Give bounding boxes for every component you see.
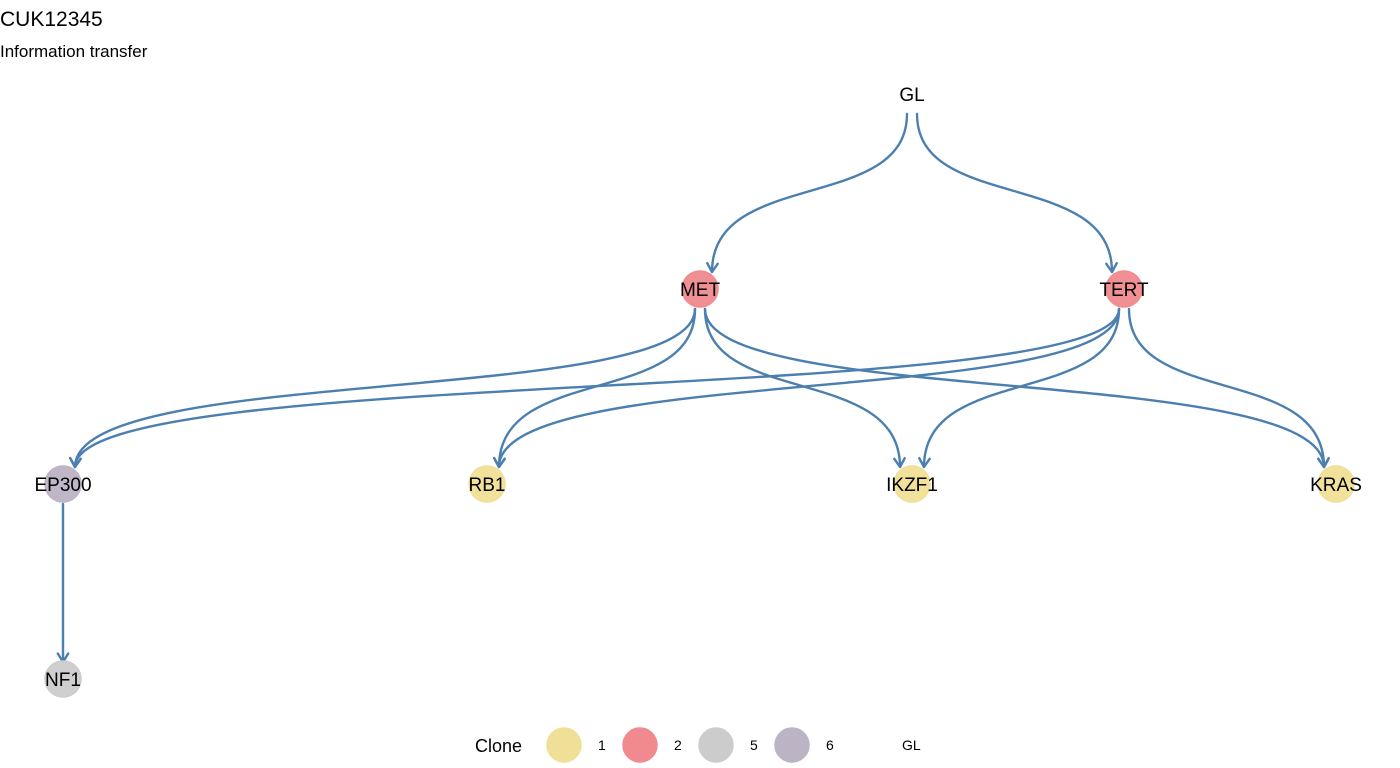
node-circle	[44, 465, 82, 503]
edge-met-ikzf1	[703, 307, 902, 469]
edge-gl-tert-arrowhead	[1105, 261, 1118, 274]
node-label: GL	[899, 85, 924, 106]
edge-met-kras	[703, 307, 1326, 469]
legend-item-gl: GL	[902, 737, 921, 753]
legend-label: GL	[902, 737, 921, 753]
node-label: EP300	[34, 475, 91, 496]
node-ep300: EP300	[34, 465, 92, 503]
legend-item-1: 1	[546, 727, 606, 763]
legend-item-2: 2	[622, 727, 682, 763]
node-circle	[1105, 270, 1143, 308]
node-ikzf1: IKZF1	[886, 465, 938, 503]
edge-gl-tert	[915, 112, 1114, 274]
edge-tert-ep300-arrowhead	[69, 456, 82, 469]
node-label: MET	[680, 280, 721, 301]
node-circle	[893, 465, 931, 503]
legend-label: 6	[826, 737, 834, 753]
node-nf1: NF1	[44, 660, 82, 698]
legend-item-5: 5	[698, 727, 758, 763]
legend-title: Clone	[475, 736, 522, 756]
node-label: RB1	[469, 475, 506, 496]
legend-swatch	[774, 727, 810, 763]
legend-label: 5	[750, 737, 758, 753]
legend-label: 1	[598, 737, 606, 753]
legend-swatch	[698, 727, 734, 763]
edge-met-ikzf1-arrowhead	[893, 456, 906, 469]
node-gl: GL	[899, 85, 924, 106]
edge-met-rb1	[497, 307, 697, 469]
edge-gl-met-arrowhead	[706, 261, 719, 274]
node-circle	[1317, 465, 1355, 503]
node-label: TERT	[1099, 280, 1149, 301]
node-circle	[681, 270, 719, 308]
node-label: NF1	[45, 670, 81, 691]
edge-tert-kras-arrowhead	[1317, 456, 1330, 469]
legend-item-6: 6	[774, 727, 834, 763]
edge-gl-met	[710, 112, 909, 274]
edge-tert-kras	[1127, 307, 1326, 469]
node-tert: TERT	[1099, 270, 1149, 308]
node-met: MET	[680, 270, 721, 308]
page-subtitle: Information transfer	[0, 42, 148, 61]
node-circle	[468, 465, 506, 503]
node-kras: KRAS	[1310, 465, 1362, 503]
legend-swatch	[622, 727, 658, 763]
legend-swatch	[546, 727, 582, 763]
node-rb1: RB1	[468, 465, 506, 503]
node-label: KRAS	[1310, 475, 1362, 496]
page-title: CUK12345	[0, 8, 103, 31]
node-circle	[44, 660, 82, 698]
node-label: IKZF1	[886, 475, 938, 496]
edge-tert-ep300	[73, 307, 1121, 469]
edge-tert-ikzf1	[922, 307, 1121, 469]
edge-tert-ikzf1-arrowhead	[918, 456, 931, 469]
legend-label: 2	[674, 737, 682, 753]
nodes-layer: GL MET TERT EP300 RB1 IKZF1 KRAS NF1	[34, 85, 1362, 698]
edges-layer	[56, 112, 1330, 664]
edge-tert-rb1	[497, 307, 1121, 469]
edge-met-ep300	[73, 307, 697, 469]
legend: Clone 1 2 5 6 GL	[475, 727, 921, 763]
edge-tert-rb1-arrowhead	[493, 456, 506, 469]
